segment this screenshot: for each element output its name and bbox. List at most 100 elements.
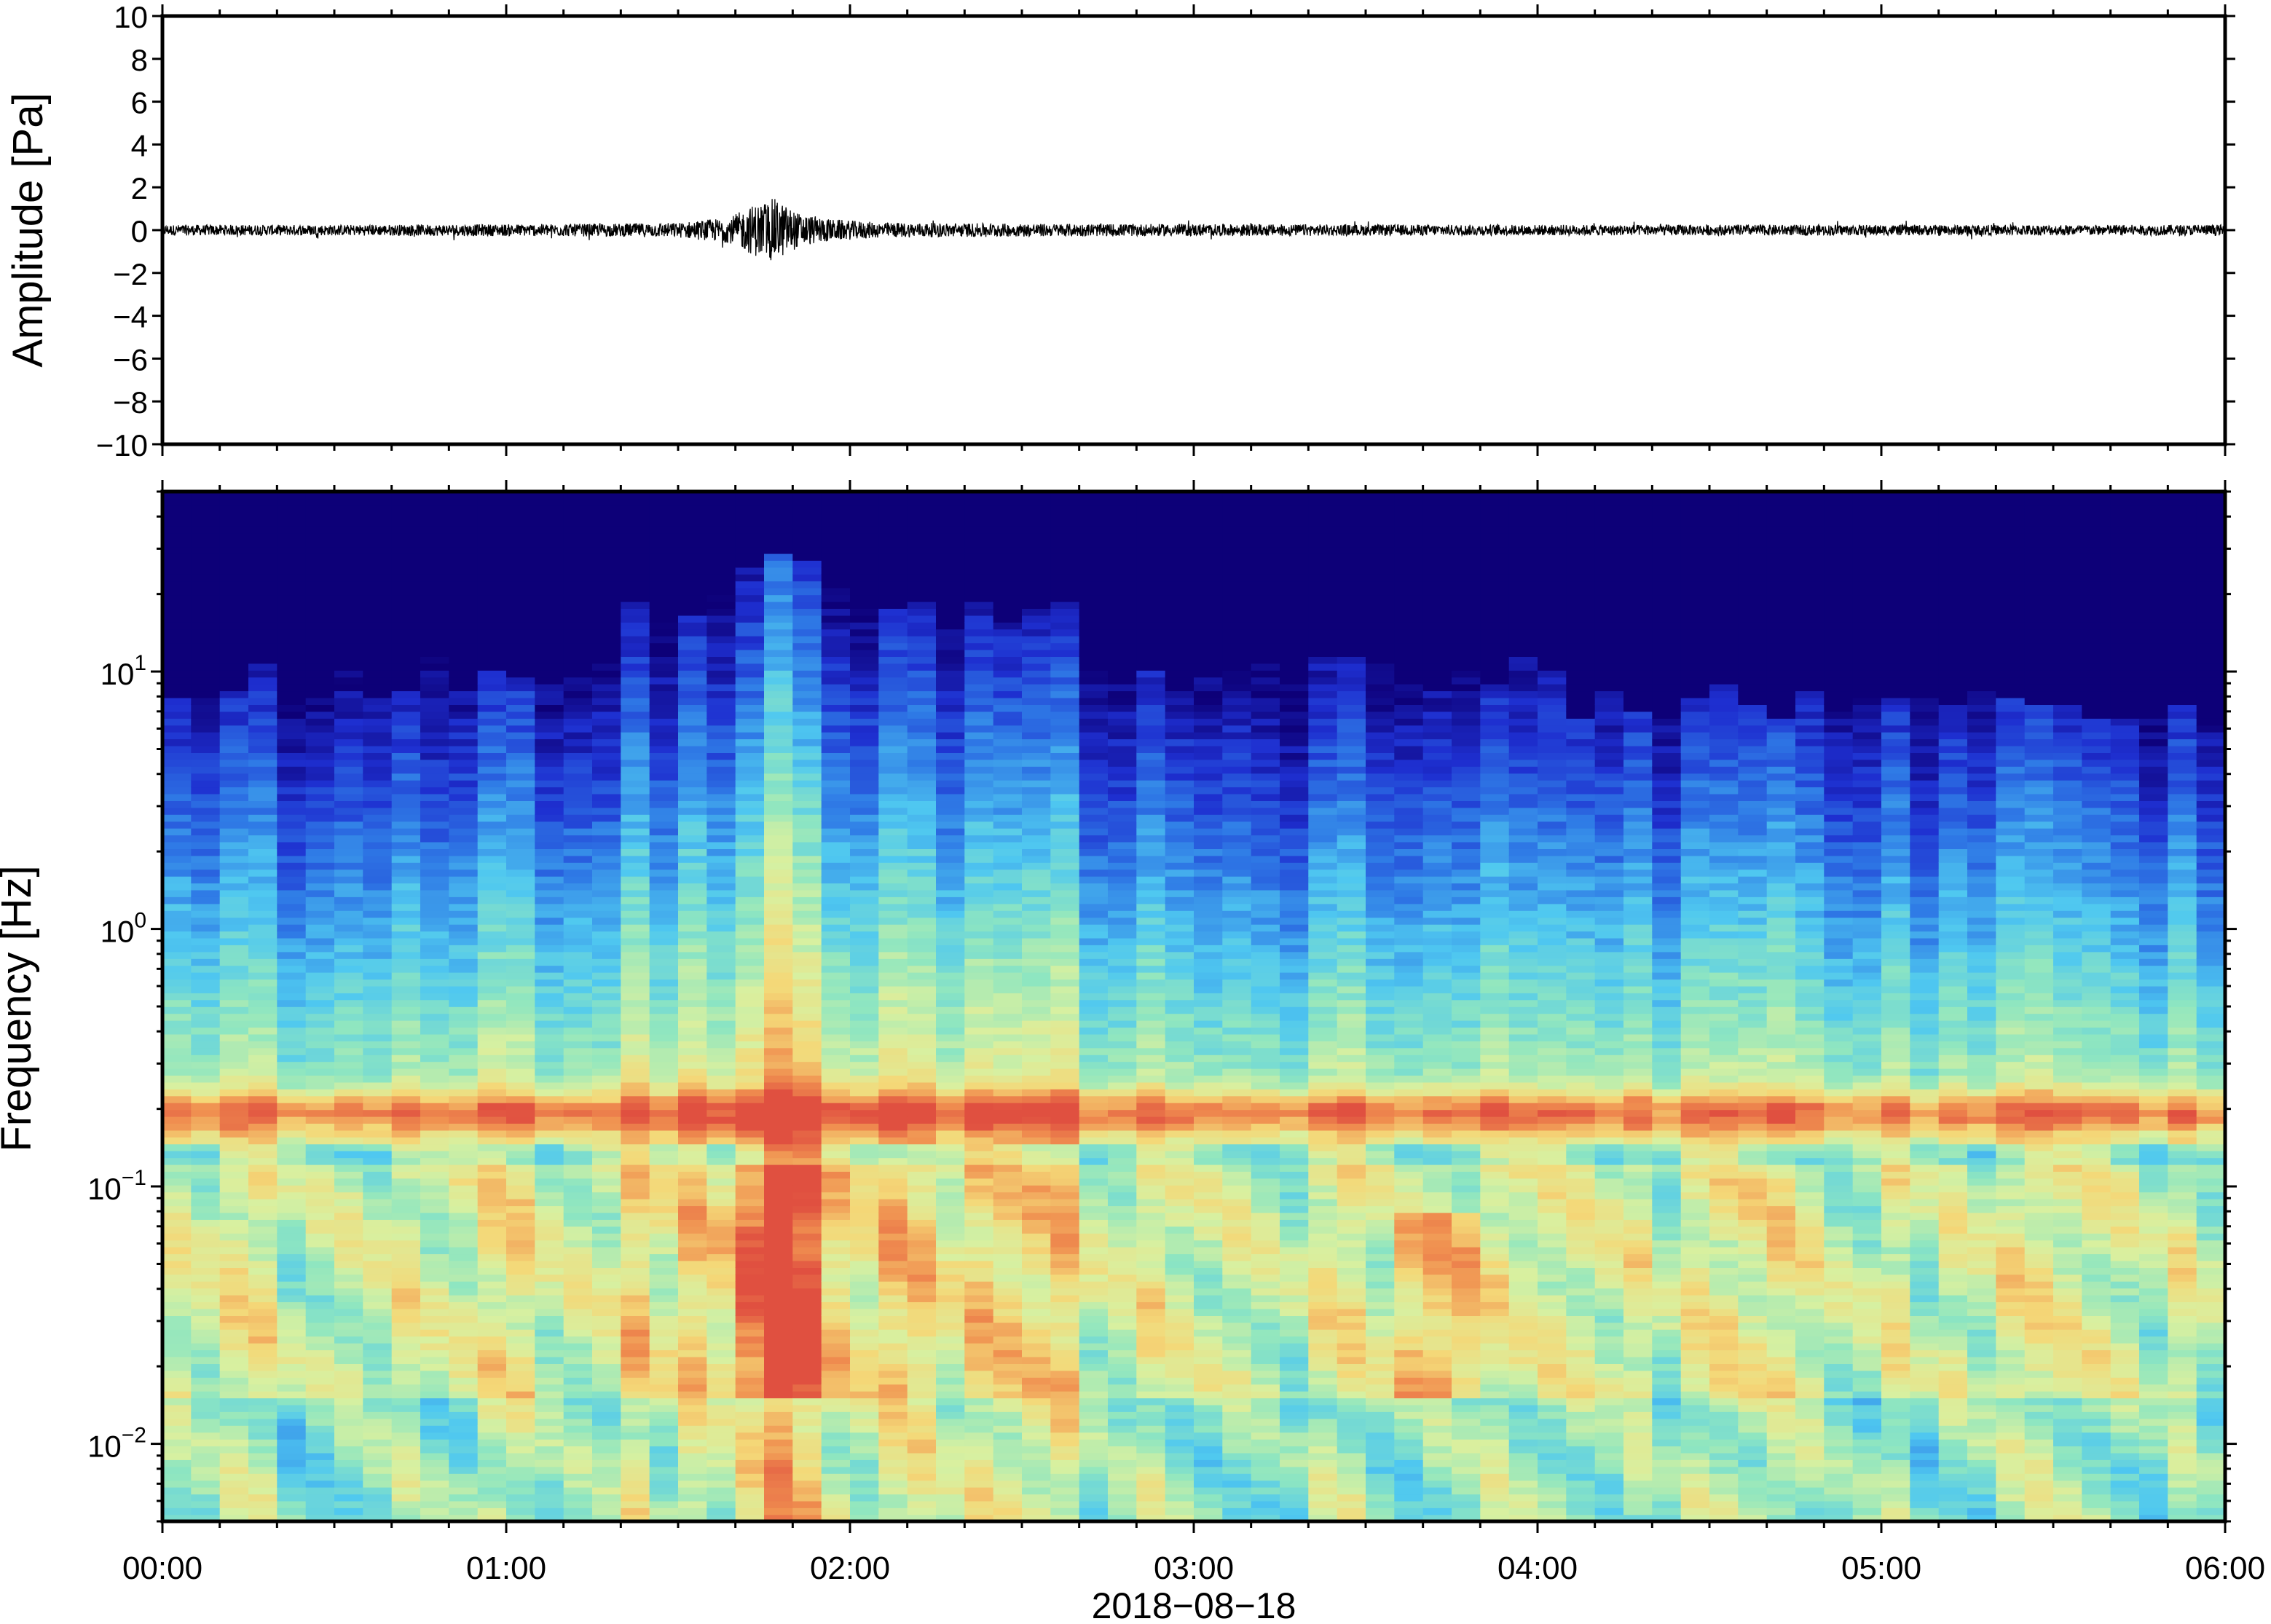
spectrogram-cell xyxy=(907,1006,937,1014)
spectrogram-cell xyxy=(907,1356,937,1364)
spectrogram-cell xyxy=(1050,1267,1080,1275)
spectrogram-cell xyxy=(506,1137,536,1145)
spectrogram-cell xyxy=(506,773,536,781)
spectrogram-cell xyxy=(792,622,822,630)
spectrogram-cell xyxy=(506,594,536,602)
spectrogram-cell xyxy=(936,1294,966,1303)
spectrogram-cell xyxy=(592,540,622,548)
spectrogram-cell xyxy=(535,608,564,616)
spectrogram-cell xyxy=(1079,1507,1109,1515)
spectrogram-cell xyxy=(477,752,507,760)
spectrogram-cell xyxy=(391,917,421,925)
spectrogram-cell xyxy=(821,1363,851,1371)
spectrogram-cell xyxy=(363,1480,393,1488)
spectrogram-cell xyxy=(993,498,1023,506)
spectrogram-cell xyxy=(649,965,679,973)
spectrogram-cell xyxy=(277,903,307,911)
spectrogram-cell xyxy=(821,814,851,822)
spectrogram-cell xyxy=(964,979,994,987)
spectrogram-cell xyxy=(764,787,794,795)
spectrogram-cell xyxy=(592,1033,622,1041)
spectrogram-cell xyxy=(850,574,880,582)
spectrogram-cell xyxy=(592,1137,622,1145)
spectrogram-cell xyxy=(219,937,249,945)
spectrogram-cell xyxy=(219,999,249,1007)
spectrogram-cell xyxy=(850,1267,880,1275)
spectrogram-cell xyxy=(907,642,937,650)
spectrogram-cell xyxy=(219,1425,249,1433)
spectrogram-cell xyxy=(420,923,450,932)
spectrogram-cell xyxy=(563,1246,593,1255)
spectrogram-cell xyxy=(592,862,622,870)
spectrogram-cell xyxy=(162,636,192,644)
spectrogram-cell xyxy=(707,848,736,856)
spectrogram-cell xyxy=(592,553,622,561)
spectrogram-cell xyxy=(821,574,851,582)
spectrogram-cell xyxy=(1022,883,1052,891)
spectrogram-cell xyxy=(277,1480,307,1488)
spectrogram-cell xyxy=(964,800,994,808)
spectrogram-cell xyxy=(277,512,307,520)
spectrogram-cell xyxy=(506,1095,536,1103)
spectrogram-cell xyxy=(334,1370,364,1378)
spectrogram-cell xyxy=(878,1137,908,1145)
spectrogram-cell xyxy=(735,814,765,822)
spectrogram-cell xyxy=(821,1322,851,1330)
spectrogram-cell xyxy=(878,663,908,671)
spectrogram-cell xyxy=(821,855,851,863)
spectrogram-cell xyxy=(219,738,249,746)
spectrogram-cell xyxy=(993,773,1023,781)
spectrogram-cell xyxy=(621,1349,650,1357)
spectrogram-cell xyxy=(477,1027,507,1035)
spectrogram-cell xyxy=(420,704,450,712)
spectrogram-cell xyxy=(707,718,736,726)
spectrogram-cell xyxy=(735,1233,765,1241)
spectrogram-cell xyxy=(1079,1446,1109,1454)
spectrogram-cell xyxy=(792,1507,822,1515)
spectrogram-cell xyxy=(621,793,650,801)
spectrogram-cell xyxy=(277,1384,307,1392)
spectrogram-cell xyxy=(907,656,937,664)
spectrogram-cell xyxy=(420,725,450,733)
spectrogram-cell xyxy=(363,1233,393,1241)
spectrogram-cell xyxy=(535,1143,564,1151)
spectrogram-cell xyxy=(592,1226,622,1234)
spectrogram-cell xyxy=(735,1480,765,1488)
spectrogram-cell xyxy=(936,1061,966,1069)
spectrogram-cell xyxy=(506,821,536,829)
spectrogram-cell xyxy=(305,1191,335,1199)
spectrogram-cell xyxy=(449,601,479,609)
spectrogram-cell xyxy=(248,869,278,877)
spectrogram-cell xyxy=(850,835,880,843)
spectrogram-cell xyxy=(907,628,937,636)
spectrogram-cell xyxy=(277,965,307,973)
spectrogram-cell xyxy=(535,971,564,980)
spectrogram-cell xyxy=(707,1466,736,1474)
spectrogram-cell xyxy=(764,869,794,877)
spectrogram-cell xyxy=(649,1281,679,1289)
spectrogram-cell xyxy=(248,731,278,740)
spectrogram-cell xyxy=(1050,1164,1080,1172)
spectrogram-cell xyxy=(878,814,908,822)
spectrogram-cell xyxy=(964,1281,994,1289)
spectrogram-cell xyxy=(277,1329,307,1337)
spectrogram-cell xyxy=(678,1308,708,1316)
spectrogram-cell xyxy=(363,1308,393,1316)
spectrogram-cell xyxy=(248,999,278,1007)
spectrogram-cell xyxy=(735,759,765,767)
spectrogram-cell xyxy=(649,766,679,774)
spectrogram-cell xyxy=(592,1260,622,1268)
spectrogram-cell xyxy=(277,766,307,774)
spectrogram-cell xyxy=(1050,725,1080,733)
spectrogram-cell xyxy=(821,594,851,602)
spectrogram-cell xyxy=(334,1281,364,1289)
spectrogram-cell xyxy=(191,752,221,760)
spectrogram-cell xyxy=(248,889,278,897)
spectrogram-cell xyxy=(506,738,536,746)
spectrogram-cell xyxy=(964,1342,994,1351)
spectrogram-cell xyxy=(420,1267,450,1275)
spectrogram-cell xyxy=(477,505,507,513)
spectrogram-cell xyxy=(964,1219,994,1227)
spectrogram-cell xyxy=(506,690,536,698)
spectrogram-cell xyxy=(621,512,650,520)
